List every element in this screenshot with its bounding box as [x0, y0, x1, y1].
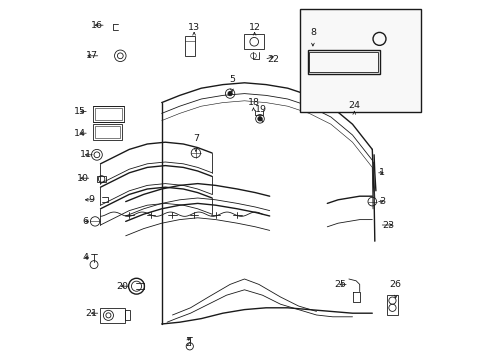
Bar [125, 310, 130, 320]
Text: 22: 22 [266, 55, 279, 64]
Text: 13: 13 [188, 23, 200, 32]
Bar [97, 176, 106, 182]
Bar [93, 124, 122, 140]
Bar [386, 295, 397, 315]
Text: 5: 5 [228, 75, 234, 84]
Text: 26: 26 [389, 280, 401, 289]
Text: 3: 3 [378, 197, 384, 206]
Bar [95, 108, 122, 120]
Bar [93, 106, 123, 122]
Text: 20: 20 [116, 282, 128, 291]
Bar [101, 308, 125, 323]
Bar [95, 126, 120, 138]
Bar [185, 36, 195, 56]
Bar [307, 50, 379, 74]
Text: 2: 2 [185, 339, 191, 348]
Text: 25: 25 [333, 280, 346, 289]
Text: 7: 7 [192, 134, 199, 143]
Text: 11: 11 [80, 150, 92, 159]
Ellipse shape [227, 91, 232, 96]
Text: 12: 12 [248, 23, 260, 32]
Text: 4: 4 [82, 253, 88, 262]
Text: 17: 17 [85, 51, 98, 60]
Text: 24: 24 [347, 101, 360, 110]
Text: 23: 23 [382, 220, 394, 230]
Ellipse shape [257, 117, 262, 121]
Bar [244, 34, 264, 49]
Text: 16: 16 [91, 21, 103, 30]
Bar [300, 9, 420, 112]
Bar [309, 52, 377, 72]
Text: 10: 10 [77, 174, 88, 183]
Text: 8: 8 [309, 28, 315, 37]
Text: 14: 14 [74, 129, 86, 138]
Text: 19: 19 [254, 105, 266, 114]
Text: 15: 15 [74, 107, 86, 116]
Text: 9: 9 [88, 195, 94, 204]
Text: 21: 21 [85, 309, 98, 318]
Text: 1: 1 [378, 168, 384, 177]
Text: 6: 6 [82, 217, 88, 226]
Text: 18: 18 [247, 98, 259, 107]
